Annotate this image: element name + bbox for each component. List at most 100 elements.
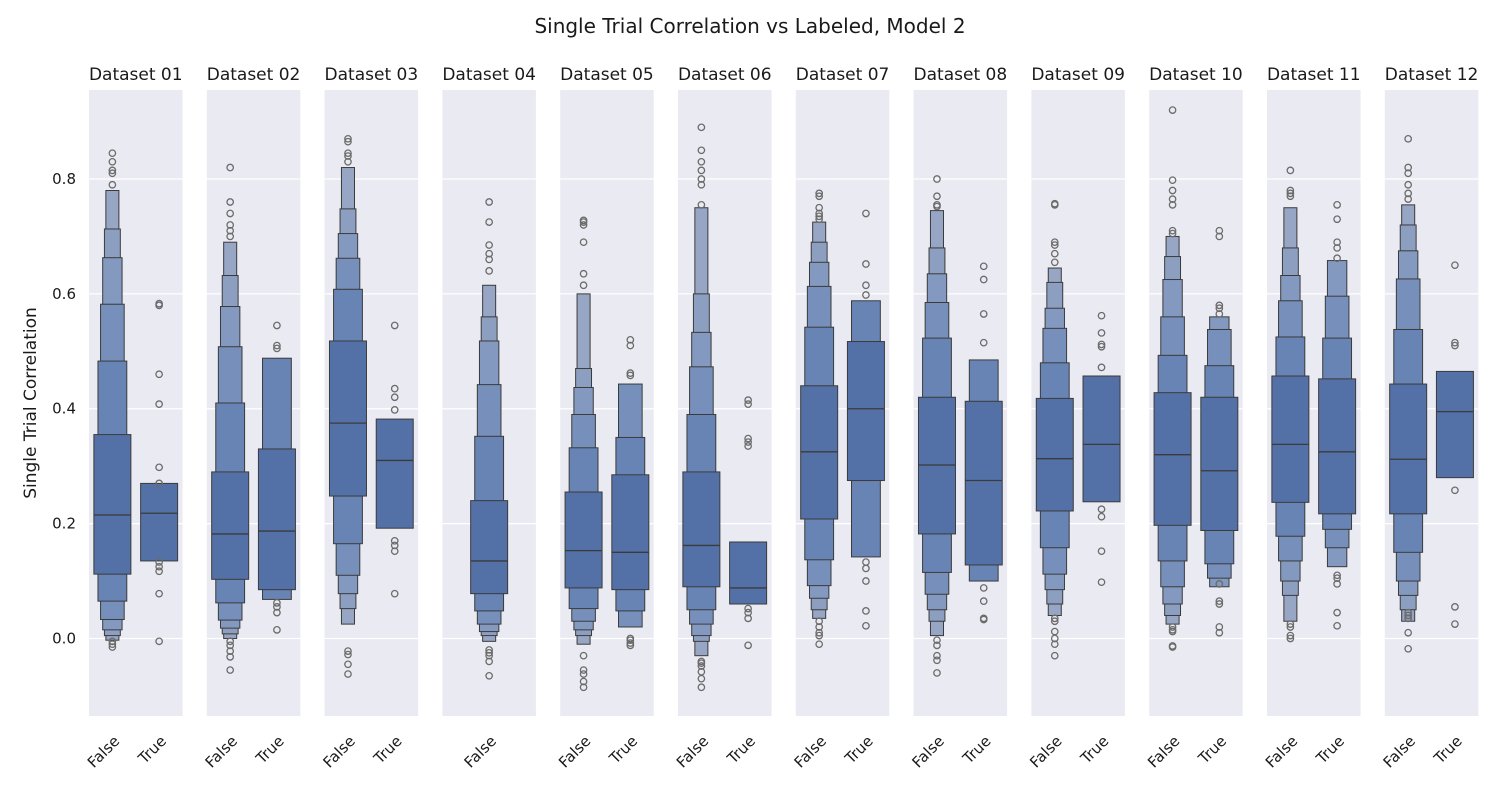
outlier-point: [1451, 341, 1459, 350]
outlier-point: [1097, 311, 1106, 320]
panel-title: Dataset 07: [796, 65, 890, 85]
outlier-point: [108, 640, 117, 649]
x-tick-label: True: [252, 732, 288, 768]
outlier-point: [1215, 310, 1224, 318]
outlier-point: [155, 558, 163, 566]
outlier-point: [1215, 580, 1224, 588]
outlier-point: [697, 683, 706, 692]
outlier-point: [744, 604, 752, 613]
outlier-point: [744, 396, 752, 404]
outlier-point: [155, 479, 163, 488]
outlier-point: [1451, 620, 1459, 628]
outlier-point: [815, 203, 824, 212]
outlier-point: [155, 370, 163, 379]
outlier-point: [273, 321, 281, 330]
category-box: [1318, 201, 1357, 630]
box-level: [682, 471, 721, 588]
outlier-point: [862, 281, 870, 290]
outlier-point: [933, 656, 941, 665]
outlier-point: [485, 218, 493, 226]
outlier-point: [485, 198, 493, 206]
outlier-point: [744, 400, 752, 408]
box-level: [1082, 375, 1121, 503]
outlier-point: [1404, 169, 1413, 178]
outlier-point: [155, 299, 163, 308]
outlier-point: [1404, 180, 1413, 189]
outlier-point: [862, 577, 870, 585]
outlier-point: [485, 657, 493, 666]
outlier-point: [273, 603, 281, 611]
outlier-point: [626, 369, 635, 377]
panel: Dataset 06 False True: [673, 65, 772, 771]
category-box: [93, 149, 132, 651]
outlier-point: [1097, 340, 1106, 349]
outlier-point: [108, 180, 117, 189]
category-box: [375, 321, 414, 598]
outlier-point: [1097, 363, 1106, 372]
outlier-point: [155, 463, 163, 472]
y-axis-label: Single Trial Correlation: [21, 307, 41, 499]
outlier-point: [1168, 176, 1177, 185]
category-box: [257, 321, 296, 634]
outlier-point: [697, 657, 706, 666]
outlier-point: [226, 652, 235, 661]
y-tick-label: 0.4: [52, 400, 76, 418]
x-tick-label: False: [461, 732, 500, 771]
outlier-point: [390, 541, 399, 550]
outlier-point: [485, 651, 493, 660]
outlier-point: [108, 166, 117, 175]
outlier-point: [933, 201, 941, 209]
outlier-point: [1333, 201, 1341, 209]
panel: Dataset 10 False True: [1144, 65, 1243, 771]
category-box: [470, 198, 509, 680]
outlier-point: [862, 291, 870, 299]
x-tick-label: False: [791, 732, 830, 771]
box-level: [1153, 392, 1192, 526]
outlier-point: [579, 683, 588, 692]
category-box: [729, 396, 768, 650]
outlier-point: [1404, 163, 1413, 172]
outlier-point: [1097, 329, 1106, 337]
outlier-point: [344, 660, 352, 669]
outlier-point: [579, 651, 588, 660]
outlier-point: [697, 157, 706, 166]
y-tick-label: 0.6: [52, 285, 76, 303]
box-level: [1435, 370, 1474, 479]
panel-title: Dataset 08: [914, 65, 1008, 85]
outlier-point: [485, 241, 493, 249]
outlier-point: [579, 238, 588, 247]
panel: Dataset 07 False True: [791, 65, 890, 771]
outlier-point: [979, 614, 988, 623]
outlier-point: [108, 169, 117, 178]
category-box: [964, 262, 1003, 624]
outlier-point: [1286, 186, 1295, 195]
outlier-point: [344, 149, 352, 158]
outlier-point: [1215, 301, 1224, 310]
panel-title: Dataset 01: [89, 65, 183, 85]
outlier-point: [815, 189, 824, 198]
box-level: [211, 471, 250, 580]
outlier-point: [1168, 623, 1177, 631]
outlier-point: [1168, 642, 1177, 650]
outlier-point: [1333, 621, 1341, 630]
outlier-point: [1286, 631, 1295, 640]
x-tick-label: False: [908, 732, 947, 771]
outlier-point: [1404, 134, 1413, 143]
outlier-point: [815, 192, 824, 201]
panel: Dataset 03 False True: [319, 65, 418, 771]
category-box: [140, 299, 179, 646]
x-tick-label: True: [1312, 732, 1348, 768]
outlier-point: [273, 341, 281, 350]
outlier-point: [862, 607, 870, 615]
outlier-point: [1050, 249, 1059, 258]
outlier-point: [226, 163, 235, 172]
outlier-point: [697, 180, 706, 189]
outlier-point: [1168, 106, 1177, 114]
box-level: [1035, 397, 1074, 512]
outlier-point: [579, 670, 588, 678]
outlier-point: [979, 584, 988, 592]
outlier-point: [744, 438, 752, 446]
panel-title: Dataset 02: [207, 65, 301, 85]
outlier-point: [1333, 608, 1341, 617]
